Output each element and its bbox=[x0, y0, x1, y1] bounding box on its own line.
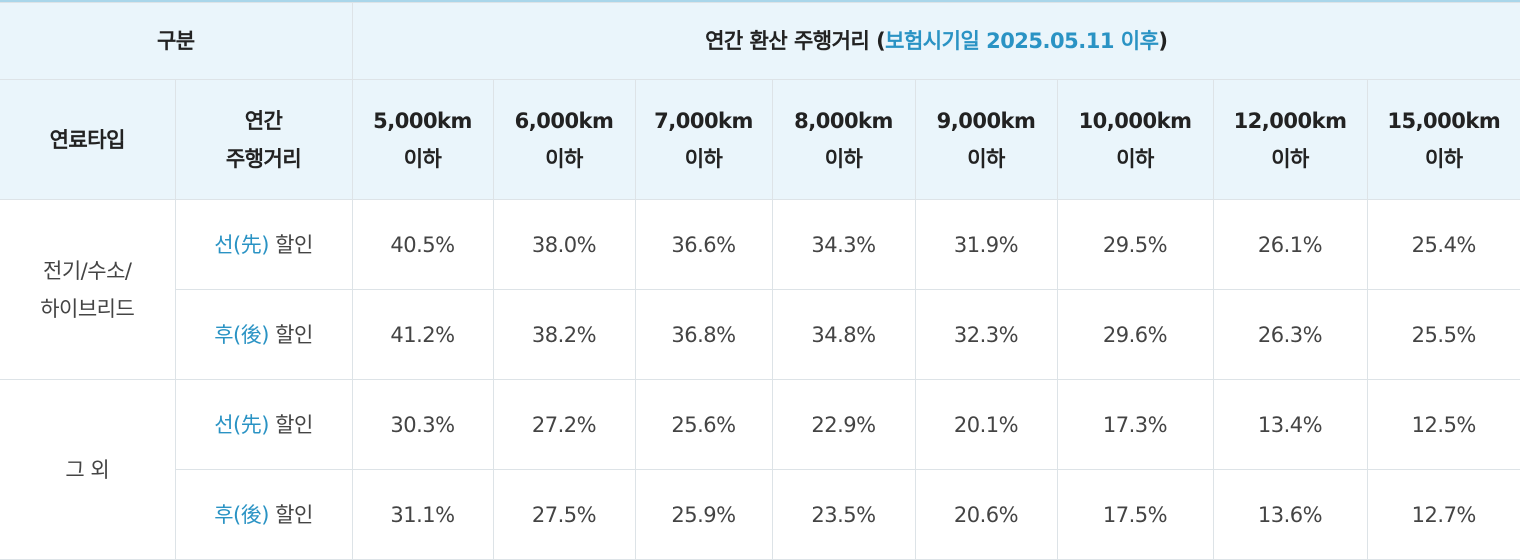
rate-cell: 36.8% bbox=[634, 289, 773, 380]
rate-cell: 20.6% bbox=[914, 469, 1058, 560]
rate-cell: 25.9% bbox=[634, 469, 773, 560]
rate-cell: 26.3% bbox=[1212, 289, 1368, 380]
header-row: 구분 연간 환산 주행거리 (보험시기일 2025.05.11 이후) bbox=[0, 2, 1520, 80]
discount-type-part: 할인 bbox=[275, 322, 313, 347]
column-header-line: 이하 bbox=[967, 146, 1005, 171]
rate-cell: 17.3% bbox=[1056, 379, 1214, 470]
discount-type-cell: 후(後) 할인 bbox=[175, 289, 353, 380]
discount-type-part: 후(後) bbox=[214, 502, 269, 527]
column-header-line: 이하 bbox=[545, 146, 583, 171]
column-header-line: 이하 bbox=[684, 146, 723, 171]
discount-type-part: 할인 bbox=[275, 502, 313, 527]
column-header-line: 이하 bbox=[1271, 146, 1309, 171]
rate-cell: 29.6% bbox=[1056, 289, 1214, 380]
rate-cell: 25.6% bbox=[634, 379, 773, 470]
column-header-line: 5,000km bbox=[373, 108, 472, 133]
discount-type-part: 후(後) bbox=[214, 322, 269, 347]
rate-cell: 13.4% bbox=[1212, 379, 1368, 470]
rate-cell: 26.1% bbox=[1212, 199, 1368, 290]
corner-header: 구분 bbox=[0, 2, 353, 80]
rate-cell: 31.1% bbox=[351, 469, 494, 560]
fuel-type-line: 하이브리드 bbox=[40, 296, 135, 321]
column-header: 10,000km 이하 bbox=[1056, 79, 1214, 200]
fuel-header: 연료타입 bbox=[0, 79, 176, 200]
rate-cell: 22.9% bbox=[771, 379, 916, 470]
rate-cell: 27.2% bbox=[492, 379, 636, 470]
rate-cell: 34.8% bbox=[771, 289, 916, 380]
data-row: 후(後) 할인 41.2% 38.2% 36.8% 34.8% 32.3% 29.6% 26.… bbox=[0, 289, 1520, 380]
rate-cell: 41.2% bbox=[351, 289, 494, 380]
group-header-part: 보험시기일 2025.05.11 이후 bbox=[885, 29, 1159, 53]
rate-cell: 12.7% bbox=[1366, 469, 1520, 560]
fuel-type-cell: 그 외 bbox=[0, 379, 176, 560]
rate-cell: 12.5% bbox=[1366, 379, 1520, 470]
data-row: 전기/수소/하이브리드 선(先) 할인 40.5% 38.0% 36.6% 34.3% 31… bbox=[0, 199, 1520, 380]
rate-cell: 40.5% bbox=[351, 199, 494, 290]
group-header-part: ) bbox=[1158, 29, 1168, 53]
rate-cell: 38.0% bbox=[492, 199, 636, 290]
discount-type-cell: 선(先) 할인 bbox=[174, 379, 353, 470]
column-header: 5,000km 이하 bbox=[351, 79, 494, 200]
data-row: 후(後) 할인 31.1% 27.5% 25.9% 23.5% 20.6% 17.5% 13.… bbox=[0, 469, 1520, 560]
rate-cell: 13.6% bbox=[1212, 469, 1368, 560]
column-header: 8,000km 이하 bbox=[771, 79, 916, 200]
rate-cell: 27.5% bbox=[492, 469, 636, 560]
rate-cell: 29.5% bbox=[1056, 199, 1214, 290]
column-header-line: 8,000km bbox=[794, 108, 893, 133]
distance-header-line: 주행거리 bbox=[225, 146, 302, 171]
column-header-line: 이하 bbox=[403, 146, 442, 171]
fuel-type-line: 그 외 bbox=[65, 457, 110, 482]
column-header: 6,000km 이하 bbox=[492, 79, 636, 200]
fuel-type-line: 전기/수소/ bbox=[43, 258, 132, 283]
column-header-line: 15,000km bbox=[1387, 108, 1501, 133]
column-header-line: 12,000km bbox=[1233, 108, 1347, 133]
header-row: 연료타입 연간 주행거리 5,000km 이하 6,000km 이하 7,000km 이하 8,0… bbox=[0, 79, 1520, 200]
column-header: 12,000km 이하 bbox=[1212, 79, 1368, 200]
column-header: 15,000km 이하 bbox=[1366, 79, 1520, 200]
column-header-line: 10,000km bbox=[1078, 108, 1192, 133]
column-header: 9,000km 이하 bbox=[914, 79, 1058, 200]
group-header-part: 연간 환산 주행거리 ( bbox=[705, 29, 886, 53]
column-header: 7,000km 이하 bbox=[634, 79, 773, 200]
column-header-line: 7,000km bbox=[654, 108, 753, 133]
group-header: 연간 환산 주행거리 (보험시기일 2025.05.11 이후) bbox=[351, 2, 1520, 80]
rate-cell: 32.3% bbox=[914, 289, 1058, 380]
discount-type-part: 할인 bbox=[275, 412, 313, 437]
column-header-line: 이하 bbox=[1116, 146, 1154, 171]
discount-type-part: 선(先) bbox=[214, 412, 269, 437]
column-header-line: 9,000km bbox=[936, 108, 1036, 133]
discount-type-cell: 선(先) 할인 bbox=[174, 199, 353, 290]
rate-cell: 38.2% bbox=[492, 289, 636, 380]
distance-header-line: 연간 bbox=[244, 108, 283, 133]
rate-cell: 25.4% bbox=[1366, 199, 1520, 290]
rate-cell: 20.1% bbox=[914, 379, 1058, 470]
rate-cell: 25.5% bbox=[1366, 289, 1520, 380]
discount-type-part: 선(先) bbox=[214, 232, 269, 257]
column-header-line: 6,000km bbox=[514, 108, 614, 133]
rate-cell: 23.5% bbox=[771, 469, 916, 560]
discount-type-part: 할인 bbox=[275, 232, 313, 257]
rate-cell: 17.5% bbox=[1056, 469, 1214, 560]
rate-cell: 30.3% bbox=[351, 379, 494, 470]
column-header-line: 이하 bbox=[1424, 146, 1463, 171]
data-row: 그 외 선(先) 할인 30.3% 27.2% 25.6% 22.9% 20.1% 17.3%… bbox=[0, 379, 1520, 560]
column-header-line: 이하 bbox=[824, 146, 863, 171]
fuel-type-cell: 전기/수소/하이브리드 bbox=[0, 199, 176, 380]
rate-cell: 31.9% bbox=[914, 199, 1058, 290]
rate-cell: 36.6% bbox=[634, 199, 773, 290]
rate-cell: 34.3% bbox=[771, 199, 916, 290]
discount-type-cell: 후(後) 할인 bbox=[175, 469, 353, 560]
